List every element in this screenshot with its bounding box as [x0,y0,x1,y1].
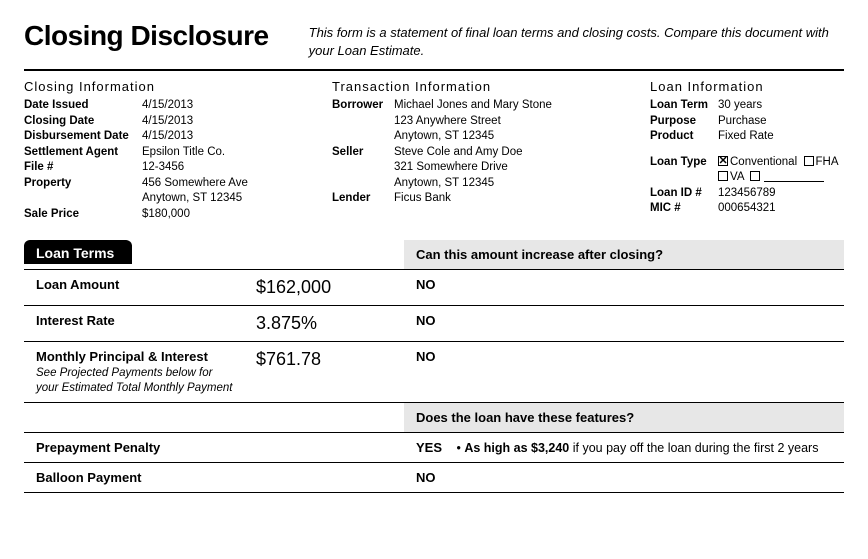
loan-terms-table: Loan Terms Can this amount increase afte… [24,240,844,493]
purpose-label: Purpose [650,114,718,130]
loan-id-value: 123456789 [718,186,776,202]
loan-amount-value: $162,000 [244,270,404,306]
sale-price-value: $180,000 [142,207,190,223]
purpose-value: Purchase [718,114,767,130]
closing-date-value: 4/15/2013 [142,114,193,130]
loan-term-value: 30 years [718,98,762,114]
checkbox-va [718,171,728,181]
loan-amount-label: Loan Amount [24,270,244,306]
sale-price-label: Sale Price [24,207,142,223]
file-no-label: File # [24,160,142,176]
interest-rate-label: Interest Rate [24,306,244,342]
mpi-value: $761.78 [244,342,404,403]
lender-value: Ficus Bank [394,191,451,207]
mic-label: MIC # [650,201,718,217]
loan-type-other-blank [764,181,824,182]
property-label: Property [24,176,142,207]
loan-amount-answer: NO [404,270,844,306]
product-value: Fixed Rate [718,129,774,145]
property-line1: 456 Somewhere Ave [142,176,248,192]
closing-date-label: Closing Date [24,114,142,130]
loan-type-conventional: Conventional [730,156,797,168]
loan-type-fha: FHA [816,156,839,168]
seller-line1: Steve Cole and Amy Doe [394,145,523,161]
header-rule [24,69,844,71]
borrower-label: Borrower [332,98,394,145]
borrower-line2: 123 Anywhere Street [394,114,552,130]
loan-information: Loan Information Loan Term30 years Purpo… [650,79,844,222]
settlement-agent-label: Settlement Agent [24,145,142,161]
prepayment-label: Prepayment Penalty [24,432,244,462]
transaction-information: Transaction Information Borrower Michael… [332,79,642,222]
file-no-value: 12-3456 [142,160,184,176]
loan-id-label: Loan ID # [650,186,718,202]
loan-type-label: Loan Type [650,155,718,186]
mic-value: 000654321 [718,201,776,217]
page-title: Closing Disclosure [24,20,269,52]
settlement-agent-value: Epsilon Title Co. [142,145,225,161]
loan-term-label: Loan Term [650,98,718,114]
borrower-line1: Michael Jones and Mary Stone [394,98,552,114]
checkbox-other [750,171,760,181]
loan-terms-tab: Loan Terms [24,240,132,264]
seller-line2: 321 Somewhere Drive [394,160,523,176]
product-label: Product [650,129,718,145]
prepayment-answer: YES [416,440,442,455]
seller-line3: Anytown, ST 12345 [394,176,523,192]
mpi-label: Monthly Principal & Interest [36,349,208,364]
seller-label: Seller [332,145,394,192]
disbursement-date-value: 4/15/2013 [142,129,193,145]
page-subtitle: This form is a statement of final loan t… [309,20,844,59]
loan-type-va: VA [730,171,744,183]
disbursement-date-label: Disbursement Date [24,129,142,145]
checkbox-conventional [718,156,728,166]
prepayment-detail-bold: As high as $3,240 [464,441,569,455]
borrower-line3: Anytown, ST 12345 [394,129,552,145]
closing-head: Closing Information [24,79,324,94]
mpi-sub: See Projected Payments below for your Es… [36,366,236,395]
date-issued-value: 4/15/2013 [142,98,193,114]
lender-label: Lender [332,191,394,207]
balloon-answer: NO [404,462,844,492]
mpi-answer: NO [404,342,844,403]
loan-head: Loan Information [650,79,844,94]
question-features: Does the loan have these features? [404,403,844,433]
closing-information: Closing Information Date Issued4/15/2013… [24,79,324,222]
balloon-label: Balloon Payment [24,462,244,492]
interest-rate-answer: NO [404,306,844,342]
question-increase: Can this amount increase after closing? [404,240,844,270]
property-line2: Anytown, ST 12345 [142,191,248,207]
date-issued-label: Date Issued [24,98,142,114]
transaction-head: Transaction Information [332,79,642,94]
prepayment-detail-post: if you pay off the loan during the first… [569,441,818,455]
checkbox-fha [804,156,814,166]
interest-rate-value: 3.875% [244,306,404,342]
